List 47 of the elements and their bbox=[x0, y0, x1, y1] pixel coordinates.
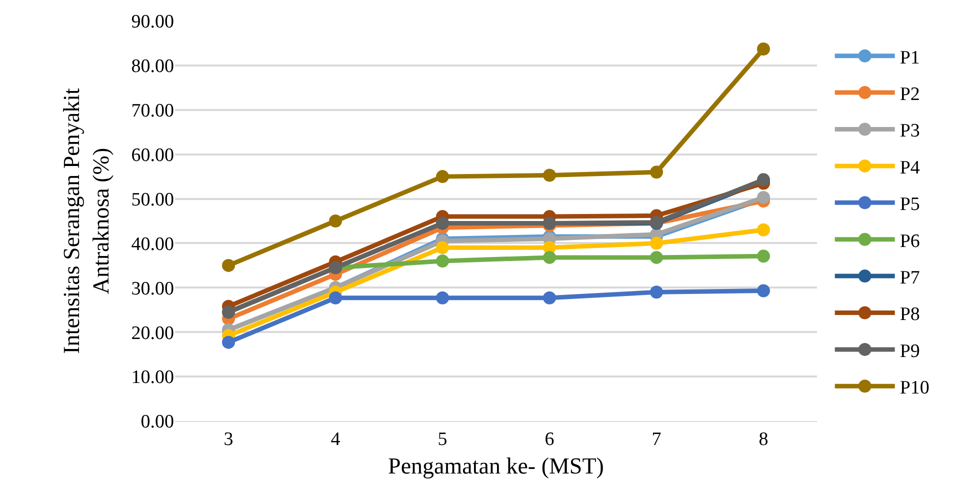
x-axis-title: Pengamatan ke- (MST) bbox=[388, 453, 604, 478]
point bbox=[329, 291, 342, 304]
point bbox=[757, 42, 770, 56]
point bbox=[650, 286, 663, 299]
point bbox=[436, 254, 449, 268]
point bbox=[650, 250, 663, 264]
y-tick-label: 90.00 bbox=[131, 12, 174, 33]
y-tick-label: 10.00 bbox=[131, 367, 174, 388]
y-tick-label: 60.00 bbox=[131, 144, 174, 166]
legend-label: P9 bbox=[900, 340, 920, 362]
x-tick-label: 8 bbox=[758, 428, 768, 450]
point bbox=[543, 250, 556, 264]
legend-label: P8 bbox=[900, 304, 920, 326]
legend-label: P3 bbox=[900, 120, 920, 142]
point bbox=[222, 258, 235, 272]
point bbox=[757, 223, 770, 236]
y-axis-title: Intensitas Serangan Penyakit Antraknosa (%) bbox=[58, 88, 114, 354]
point bbox=[543, 168, 556, 182]
y-tick-label: 50.00 bbox=[131, 189, 174, 210]
point bbox=[436, 291, 449, 304]
legend-label: P6 bbox=[900, 230, 920, 252]
y-tick-label: 80.00 bbox=[131, 56, 174, 78]
legend-label: P5 bbox=[900, 194, 920, 216]
legend-label: P7 bbox=[900, 267, 920, 288]
point bbox=[329, 214, 342, 228]
point bbox=[757, 284, 770, 298]
point bbox=[436, 170, 449, 184]
y-tick-label: 70.00 bbox=[131, 100, 174, 122]
point bbox=[436, 241, 449, 254]
point bbox=[757, 250, 770, 263]
x-tick-label: 3 bbox=[224, 428, 234, 450]
y-tick-label: 40.00 bbox=[131, 234, 174, 255]
x-tick-label: 5 bbox=[438, 428, 448, 450]
y-tick-label: 0.00 bbox=[140, 412, 174, 433]
point bbox=[650, 236, 663, 250]
point bbox=[543, 291, 556, 304]
y-tick-label: 30.00 bbox=[131, 278, 174, 300]
legend-label: P2 bbox=[900, 84, 920, 105]
legend-label: P10 bbox=[900, 378, 930, 399]
point bbox=[650, 166, 663, 179]
x-tick-label: 6 bbox=[544, 428, 554, 450]
x-tick-label: 4 bbox=[330, 428, 341, 450]
legend-label: P4 bbox=[900, 157, 920, 178]
x-tick-label: 7 bbox=[652, 428, 662, 450]
point bbox=[222, 336, 235, 349]
y-tick-label: 20.00 bbox=[131, 322, 174, 344]
legend-label: P1 bbox=[900, 47, 920, 68]
